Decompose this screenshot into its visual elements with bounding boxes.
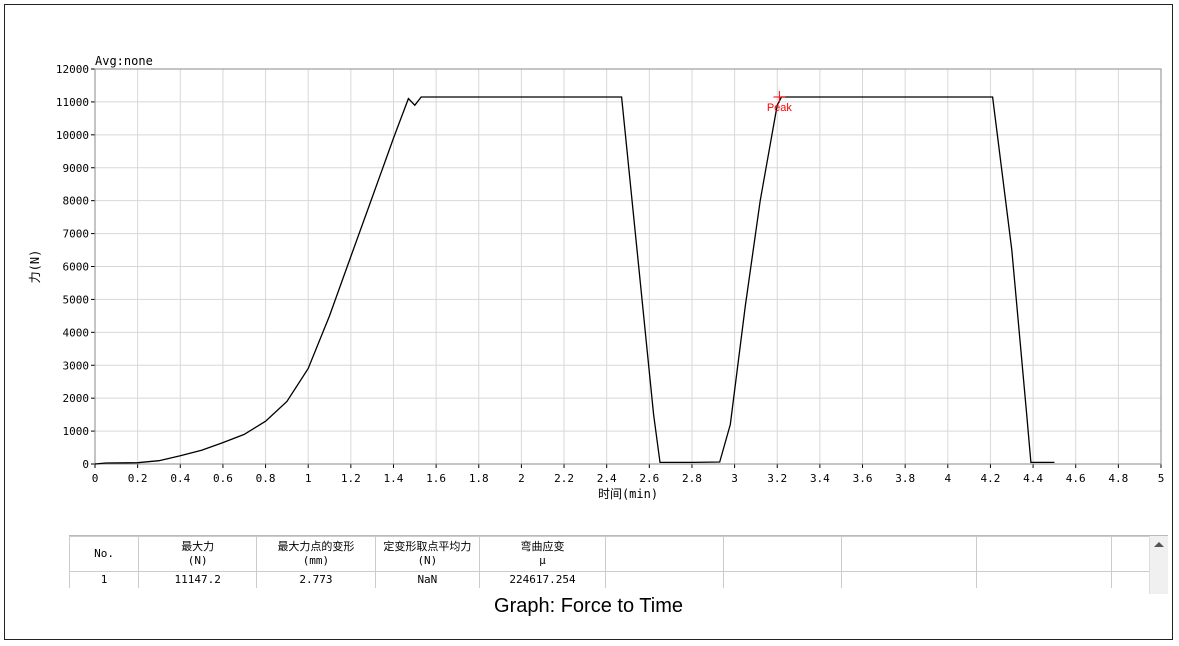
results-table: No. 最大力 (N) 最大力点的变形 (mm) 定变形取点平均力 (N) 弯曲应变 μ… <box>68 535 1168 596</box>
table-cell: 11147.2 <box>138 571 258 588</box>
table-cell <box>723 571 843 588</box>
x-axis-label: 时间(min) <box>598 487 658 501</box>
table-scrollbar[interactable] <box>1149 536 1168 594</box>
x-tick-label: 2.4 <box>597 472 617 485</box>
x-tick-label: 1.2 <box>341 472 361 485</box>
table-cell: NaN <box>374 571 481 588</box>
x-tick-label: 3.6 <box>853 472 873 485</box>
x-tick-label: 1 <box>305 472 312 485</box>
x-tick-label: 1.4 <box>384 472 404 485</box>
table-cell <box>1111 571 1150 588</box>
header-empty-8[interactable] <box>976 536 1113 572</box>
header-avg-force[interactable]: 定变形取点平均力 (N) <box>374 536 481 572</box>
y-tick-label: 10000 <box>56 129 89 142</box>
x-tick-label: 3.2 <box>767 472 787 485</box>
peak-label: Peak <box>767 102 793 114</box>
header-label: 定变形取点平均力 <box>383 540 472 553</box>
header-unit: (N) <box>187 554 208 567</box>
header-label: 最大力点的变形 <box>277 540 355 553</box>
y-tick-label: 9000 <box>63 162 90 175</box>
y-tick-label: 6000 <box>63 261 90 274</box>
x-tick-label: 0.4 <box>170 472 190 485</box>
header-deformation-at-max[interactable]: 最大力点的变形 (mm) <box>256 536 376 572</box>
x-tick-label: 5 <box>1158 472 1165 485</box>
y-tick-label: 12000 <box>56 63 89 76</box>
results-grid: No. 最大力 (N) 最大力点的变形 (mm) 定变形取点平均力 (N) 弯曲应变 μ… <box>68 536 1150 588</box>
y-tick-label: 2000 <box>63 392 90 405</box>
x-tick-label: 2.2 <box>554 472 574 485</box>
header-empty-7[interactable] <box>841 536 978 572</box>
plot-area-border <box>94 68 1162 465</box>
table-header-row: No. 最大力 (N) 最大力点的变形 (mm) 定变形取点平均力 (N) 弯曲应变 μ <box>68 536 1150 572</box>
y-tick-label: 1000 <box>63 425 90 438</box>
header-empty-9[interactable] <box>1111 536 1150 572</box>
y-tick-label: 11000 <box>56 96 89 109</box>
table-cell: 224617.254 <box>479 571 606 588</box>
avg-annotation: Avg:none <box>95 54 153 68</box>
table-cell <box>976 571 1113 588</box>
y-tick-label: 0 <box>82 458 89 471</box>
table-cell: 1 <box>68 571 140 588</box>
force-time-chart: 0 0.2 0.4 0.6 0.8 1 1.2 1.4 1.6 1.8 2 2.2 2.4 2.6 2.8 3… <box>28 54 1165 501</box>
x-tick-label: 4.4 <box>1023 472 1043 485</box>
header-bending-strain[interactable]: 弯曲应变 μ <box>479 536 606 572</box>
table-cell: 2.773 <box>256 571 376 588</box>
header-unit: (N) <box>417 554 438 567</box>
chart-caption: Graph: Force to Time <box>494 595 683 617</box>
y-axis-label: 力(N) <box>28 250 42 284</box>
header-unit: μ <box>539 554 546 567</box>
table-cell <box>841 571 978 588</box>
x-tick-label: 3 <box>731 472 738 485</box>
x-tick-label: 0.8 <box>256 472 276 485</box>
header-no[interactable]: No. <box>68 536 140 572</box>
y-tick-label: 4000 <box>63 326 90 339</box>
header-unit: (mm) <box>302 554 330 567</box>
y-tick-label: 8000 <box>63 195 90 208</box>
x-tick-label: 3.4 <box>810 472 830 485</box>
x-tick-label: 1.6 <box>426 472 446 485</box>
y-tick-label: 3000 <box>63 359 90 372</box>
x-tick-label: 0 <box>92 472 99 485</box>
x-tick-label: 2.8 <box>682 472 702 485</box>
x-tick-label: 0.6 <box>213 472 233 485</box>
y-tick-label: 5000 <box>63 293 90 306</box>
table-row[interactable]: 1 11147.2 2.773 NaN 224617.254 <box>68 571 1150 588</box>
x-tick-label: 1.8 <box>469 472 489 485</box>
header-label: 最大力 <box>181 540 215 553</box>
x-tick-label: 2.6 <box>639 472 659 485</box>
header-max-force[interactable]: 最大力 (N) <box>138 536 258 572</box>
y-tick-label: 7000 <box>63 228 90 241</box>
x-tick-label: 4.2 <box>981 472 1001 485</box>
x-tick-label: 4.6 <box>1066 472 1086 485</box>
figure-frame: 0 0.2 0.4 0.6 0.8 1 1.2 1.4 1.6 1.8 2 2.2 2.4 2.6 2.8 3… <box>4 4 1173 640</box>
header-empty-6[interactable] <box>723 536 843 572</box>
table-cell <box>604 571 725 588</box>
header-label: 弯曲应变 <box>520 540 565 553</box>
x-tick-label: 4.8 <box>1108 472 1128 485</box>
x-tick-label: 4 <box>944 472 951 485</box>
header-empty-5[interactable] <box>604 536 725 572</box>
scroll-up-arrow-icon[interactable] <box>1154 542 1164 547</box>
x-tick-label: 3.8 <box>895 472 915 485</box>
header-label: No. <box>94 547 114 560</box>
x-tick-label: 0.2 <box>128 472 148 485</box>
x-tick-label: 2 <box>518 472 525 485</box>
force-series-line <box>94 96 1055 465</box>
